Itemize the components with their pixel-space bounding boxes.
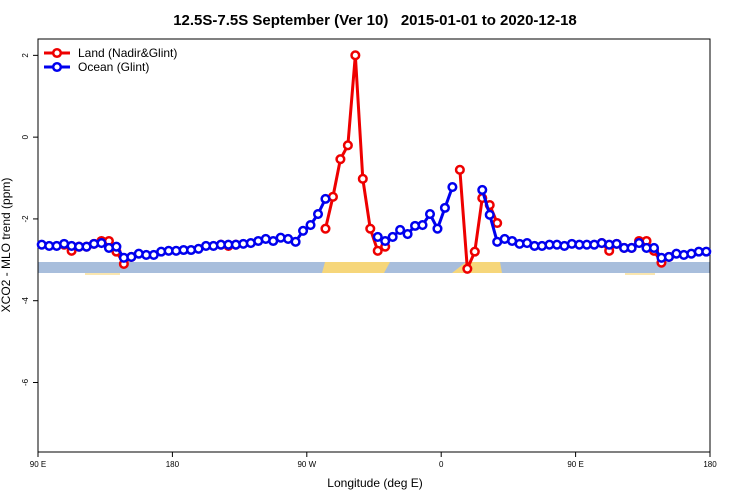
data-point	[372, 245, 383, 256]
legend-marker	[51, 61, 63, 73]
data-point	[395, 224, 406, 236]
legend-marker	[51, 47, 63, 59]
data-point	[477, 184, 488, 195]
data-point	[402, 229, 413, 240]
y-axis-label: XCO2 - MLO trend (ppm)	[0, 178, 13, 313]
y-tick-label: -4	[21, 297, 30, 305]
data-point	[454, 164, 465, 175]
x-tick-label: 90 W	[297, 460, 316, 469]
data-point	[357, 173, 368, 184]
legend-label: Ocean (Glint)	[78, 60, 149, 74]
y-tick-label: -6	[21, 378, 30, 386]
data-point	[424, 208, 436, 220]
x-tick-label: 90 E	[30, 460, 46, 469]
data-point	[648, 242, 660, 254]
land-strip	[85, 273, 120, 275]
data-point	[342, 140, 353, 151]
land-strip	[625, 273, 655, 275]
x-tick-label: 180	[703, 460, 717, 469]
legend: Land (Nadir&Glint)Ocean (Glint)	[44, 46, 177, 74]
data-point	[365, 223, 376, 234]
y-tick-label: 0	[21, 134, 30, 139]
data-point	[626, 242, 637, 254]
data-point	[312, 208, 324, 220]
data-point	[417, 220, 428, 231]
y-tick-label: 2	[21, 53, 30, 58]
data-point	[492, 217, 503, 229]
data-point	[484, 209, 495, 220]
data-point	[439, 202, 450, 213]
data-point	[447, 181, 458, 193]
data-point	[469, 246, 480, 257]
y-tick-label: -2	[21, 215, 30, 223]
data-point	[305, 220, 316, 231]
data-point	[462, 263, 473, 274]
data-point	[96, 237, 107, 249]
x-tick-label: 90 E	[567, 460, 583, 469]
data-point	[320, 223, 331, 234]
data-point	[634, 237, 645, 249]
x-tick-label: 0	[439, 460, 444, 469]
x-axis-label: Longitude (deg E)	[327, 476, 422, 490]
data-point	[350, 50, 361, 61]
data-point	[335, 154, 346, 165]
chart-title: 12.5S-7.5S September (Ver 10) 2015-01-01…	[173, 12, 577, 29]
data-point	[320, 193, 331, 204]
legend-label: Land (Nadir&Glint)	[78, 46, 177, 60]
data-point	[372, 231, 383, 242]
data-point	[611, 238, 622, 249]
data-point	[298, 225, 309, 236]
data-point	[290, 236, 301, 247]
data-point	[380, 235, 391, 247]
x-tick-label: 180	[166, 460, 180, 469]
data-point	[387, 231, 398, 242]
land-strip	[322, 262, 390, 273]
data-point	[111, 241, 122, 252]
data-point	[701, 246, 712, 257]
data-point	[432, 223, 443, 234]
